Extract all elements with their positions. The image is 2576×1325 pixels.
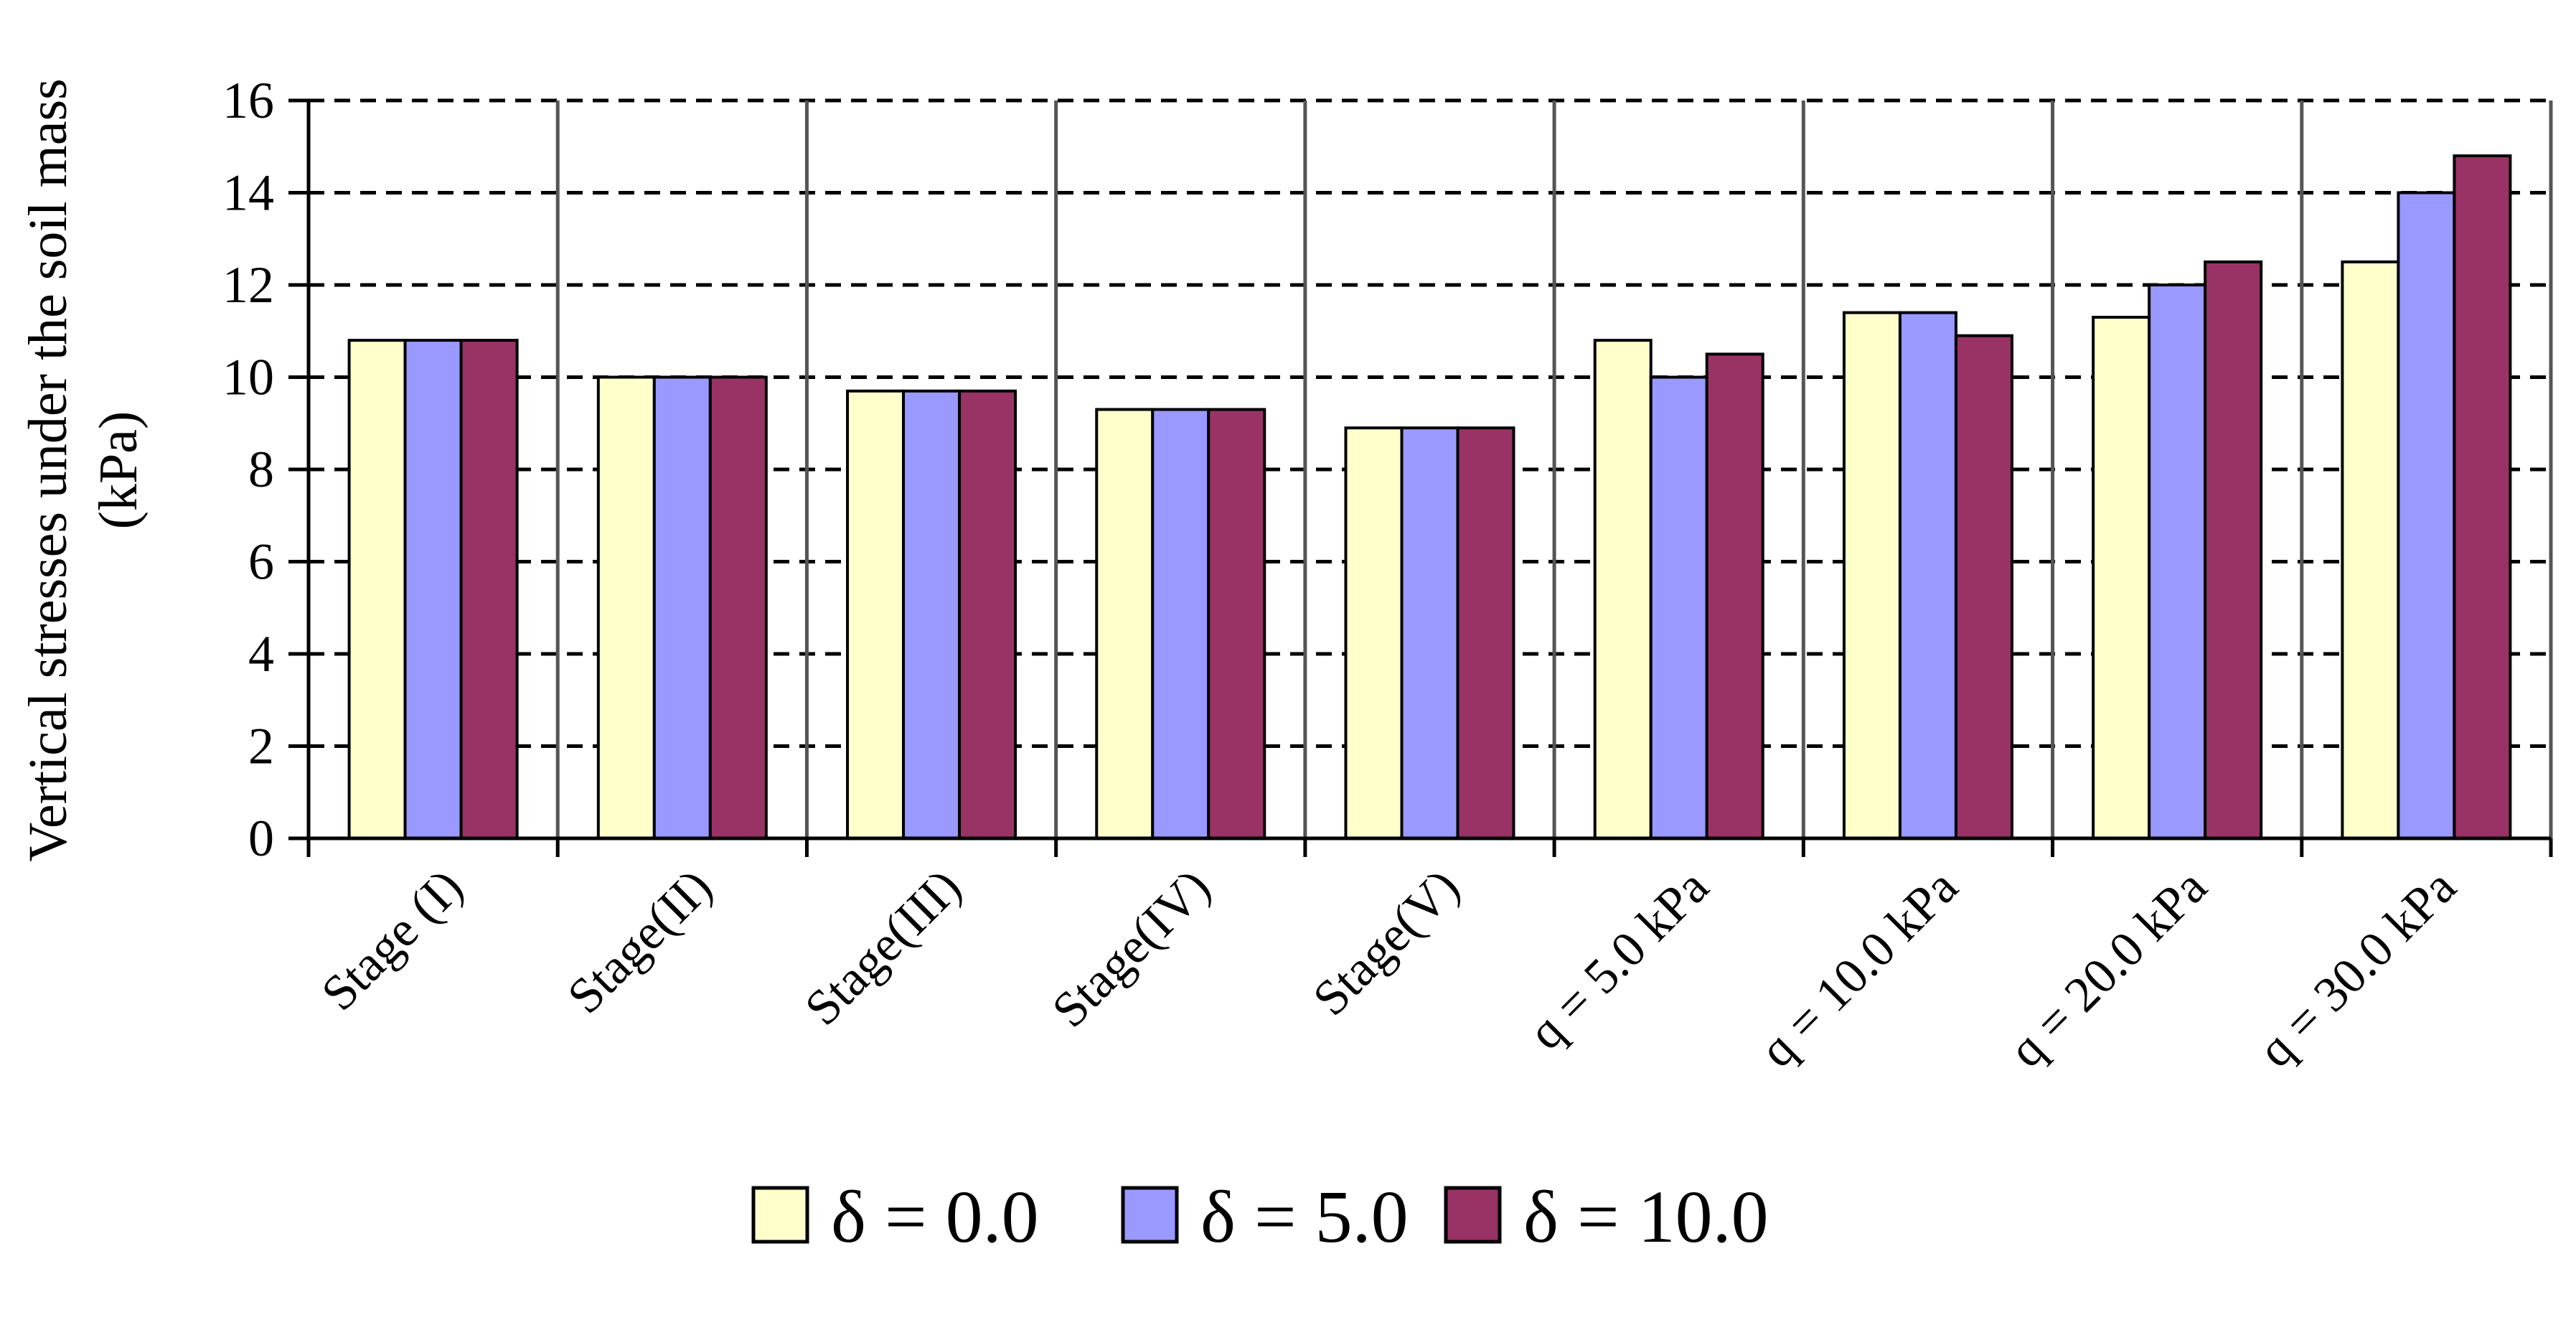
y-tick-label: 16 bbox=[222, 72, 274, 129]
x-category-label: Stage(III) bbox=[795, 859, 972, 1036]
bar bbox=[2148, 284, 2207, 840]
bar bbox=[1344, 426, 1404, 840]
legend-label: δ = 0.0 bbox=[831, 1176, 1039, 1258]
bar bbox=[347, 339, 407, 841]
y-tick-label: 14 bbox=[222, 164, 274, 222]
bar bbox=[902, 389, 962, 840]
y-tick-label: 10 bbox=[222, 349, 274, 406]
y-tick-label: 12 bbox=[222, 256, 274, 314]
bar bbox=[2204, 260, 2263, 840]
x-category-label: q = 20.0 kPa bbox=[1998, 859, 2217, 1078]
bar bbox=[2341, 260, 2400, 840]
bar bbox=[596, 375, 656, 840]
bar bbox=[403, 339, 463, 841]
bar bbox=[1400, 426, 1459, 840]
y-tick-label: 6 bbox=[248, 533, 274, 591]
y-tick-label: 0 bbox=[248, 810, 274, 867]
bar bbox=[2092, 315, 2151, 841]
x-category-label: q = 10.0 kPa bbox=[1749, 859, 1968, 1078]
bar bbox=[958, 389, 1017, 840]
legend-swatch bbox=[751, 1186, 809, 1244]
bar bbox=[1705, 352, 1764, 840]
x-category-label: q = 30.0 kPa bbox=[2248, 859, 2467, 1078]
x-category-label: Stage(IV) bbox=[1042, 859, 1221, 1039]
x-category-label: q = 5.0 kPa bbox=[1518, 859, 1719, 1060]
y-axis-title: Vertical stresses under the soil mass bbox=[18, 78, 78, 861]
bar bbox=[1456, 426, 1515, 840]
legend-label: δ = 10.0 bbox=[1523, 1176, 1769, 1258]
y-axis-title-unit: (kPa) bbox=[88, 411, 149, 530]
x-category-label: Stage (I) bbox=[311, 859, 474, 1021]
bar bbox=[2453, 154, 2512, 841]
legend-swatch bbox=[1121, 1186, 1179, 1244]
y-tick-label: 4 bbox=[248, 625, 274, 683]
bar bbox=[1095, 408, 1155, 840]
bar bbox=[652, 375, 712, 840]
bar bbox=[1207, 408, 1266, 840]
bar bbox=[1898, 311, 1957, 840]
bar bbox=[1954, 334, 2013, 840]
x-category-label: Stage(V) bbox=[1303, 859, 1470, 1026]
bar bbox=[846, 389, 906, 840]
bar bbox=[2397, 191, 2456, 840]
legend-swatch bbox=[1444, 1186, 1502, 1244]
bar bbox=[459, 339, 519, 841]
bar bbox=[1593, 339, 1653, 841]
bar bbox=[1649, 375, 1708, 840]
bar bbox=[1151, 408, 1211, 840]
x-category-label: Stage(II) bbox=[558, 859, 723, 1024]
legend-label: δ = 5.0 bbox=[1200, 1176, 1409, 1258]
y-tick-label: 2 bbox=[248, 718, 274, 775]
bar bbox=[1842, 311, 1902, 840]
y-tick-label: 8 bbox=[248, 441, 274, 498]
bar bbox=[708, 375, 768, 840]
